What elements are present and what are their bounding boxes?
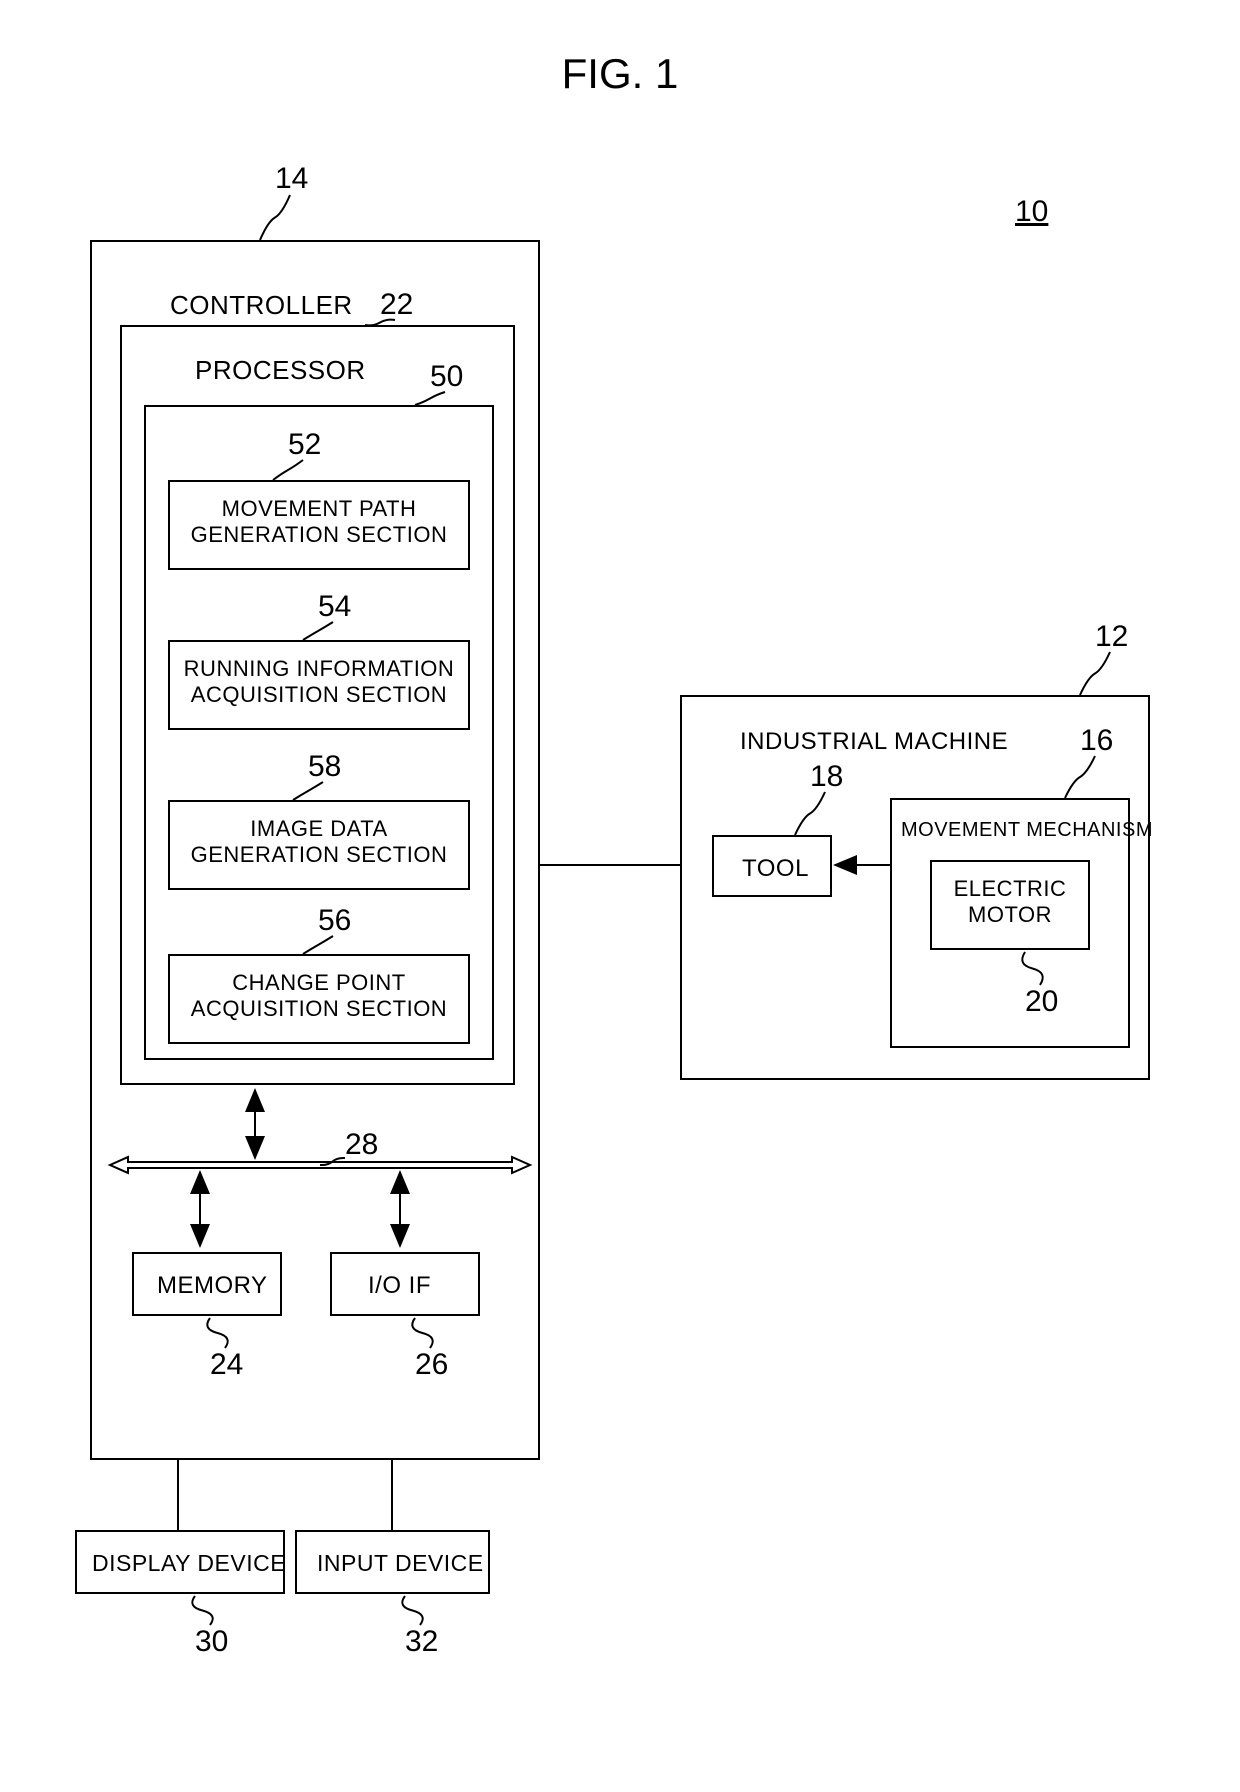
inner-group-ref: 50	[430, 360, 463, 394]
display-label: DISPLAY DEVICE	[92, 1550, 286, 1578]
system-ref: 10	[1015, 195, 1048, 229]
bus-ref: 28	[345, 1128, 378, 1162]
section-58-label: IMAGE DATAGENERATION SECTION	[178, 816, 460, 869]
controller-ref: 14	[275, 162, 308, 196]
section-54-label: RUNNING INFORMATIONACQUISITION SECTION	[178, 656, 460, 709]
movement-ref: 16	[1080, 724, 1113, 758]
controller-label: CONTROLLER	[170, 290, 353, 321]
section-56-ref: 56	[318, 904, 351, 938]
memory-ref: 24	[210, 1348, 243, 1382]
movement-label: MOVEMENT MECHANISM	[901, 818, 1153, 842]
display-ref: 30	[195, 1625, 228, 1659]
inputdev-label: INPUT DEVICE	[317, 1550, 484, 1578]
inputdev-ref: 32	[405, 1625, 438, 1659]
ioif-ref: 26	[415, 1348, 448, 1382]
processor-label: PROCESSOR	[195, 355, 366, 386]
section-54-ref: 54	[318, 590, 351, 624]
ioif-label: I/O IF	[368, 1272, 431, 1301]
section-52-ref: 52	[288, 428, 321, 462]
figure-title: FIG. 1	[0, 50, 1240, 98]
section-58-ref: 58	[308, 750, 341, 784]
tool-ref: 18	[810, 760, 843, 794]
industrial-label: INDUSTRIAL MACHINE	[740, 728, 1008, 757]
motor-label: ELECTRICMOTOR	[940, 876, 1080, 929]
memory-label: MEMORY	[157, 1272, 268, 1301]
tool-label: TOOL	[742, 855, 809, 884]
motor-ref: 20	[1025, 985, 1058, 1019]
industrial-ref: 12	[1095, 620, 1128, 654]
processor-ref: 22	[380, 288, 413, 322]
section-56-label: CHANGE POINTACQUISITION SECTION	[178, 970, 460, 1023]
section-52-label: MOVEMENT PATHGENERATION SECTION	[178, 496, 460, 549]
